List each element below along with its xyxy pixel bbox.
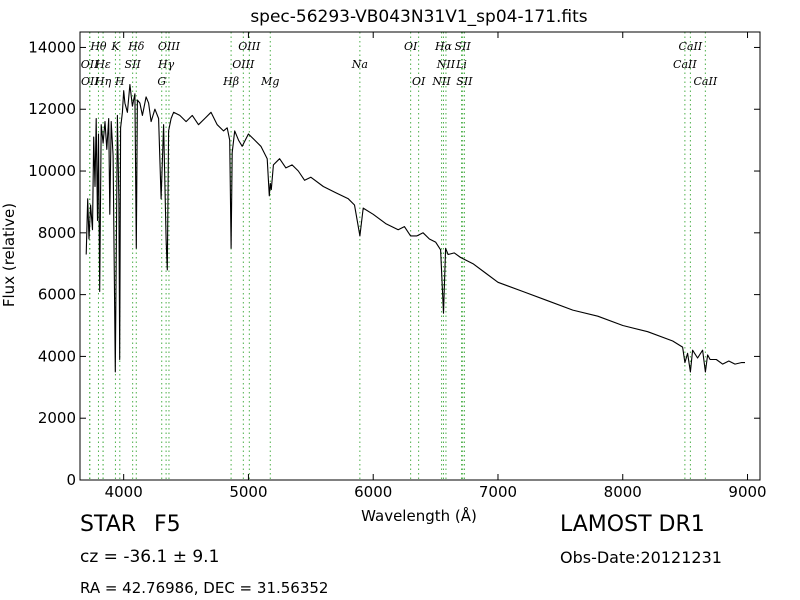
line-marker-label: CaII: [694, 75, 718, 88]
redshift-cz: cz = -36.1 ± 9.1: [80, 547, 220, 567]
line-marker-label: Li: [455, 58, 467, 71]
line-marker-label: SII: [455, 40, 472, 53]
line-marker-label: H: [114, 75, 125, 88]
line-marker-label: Mg: [260, 75, 279, 88]
y-tick-label: 6000: [38, 286, 76, 304]
line-marker-label: OIII: [158, 40, 181, 53]
line-marker-label: CaII: [679, 40, 703, 53]
object-subclass: F5: [154, 512, 181, 537]
y-tick-label: 8000: [38, 224, 76, 242]
y-tick-label: 10000: [28, 162, 76, 180]
spectral-line-markers: [89, 32, 706, 480]
line-marker-label: OII: [81, 58, 99, 71]
x-tick-label: 7000: [479, 483, 517, 501]
line-marker-label: G: [157, 75, 166, 88]
line-marker-label: OII: [81, 75, 99, 88]
line-marker-label: Hγ: [157, 58, 175, 71]
line-marker-label: SII: [125, 58, 142, 71]
line-marker-label: NII: [436, 58, 456, 71]
plot-frame: [79, 31, 761, 481]
x-tick-label: 5000: [229, 483, 267, 501]
x-tick-label: 9000: [728, 483, 766, 501]
y-tick-label: 14000: [28, 38, 76, 56]
line-marker-label: OIII: [232, 58, 255, 71]
object-classification: STAR F5: [80, 512, 181, 537]
y-tick-label: 2000: [38, 409, 76, 427]
observation-date: Obs-Date:20121231: [560, 548, 722, 567]
y-tick-label: 4000: [38, 347, 76, 365]
chart-title: spec-56293-VB043N31V1_sp04-171.fits: [250, 7, 587, 27]
y-tick-label: 0: [66, 471, 76, 489]
x-tick-label: 8000: [604, 483, 642, 501]
x-tick-label: 6000: [354, 483, 392, 501]
line-marker-label: NII: [431, 75, 451, 88]
survey-name: LAMOST DR1: [560, 512, 705, 537]
line-marker-label: OIII: [238, 40, 261, 53]
x-tick-label: 4000: [105, 483, 143, 501]
y-tick-label: 12000: [28, 100, 76, 118]
line-marker-label: Na: [351, 58, 368, 71]
y-axis-label: Flux (relative): [0, 203, 18, 307]
x-axis-label: Wavelength (Å): [361, 506, 477, 525]
y-axis: 0 2000 4000 6000 8000 10000 12000 14000: [28, 38, 760, 489]
line-marker-label: Hα: [434, 40, 453, 53]
line-marker-label: K: [110, 40, 120, 53]
line-marker-label: OI: [412, 75, 426, 88]
line-marker-label: Hε: [94, 58, 111, 71]
line-marker-label: Hδ: [127, 40, 145, 53]
line-marker-label: SII: [456, 75, 473, 88]
line-marker-label: OI: [404, 40, 418, 53]
spectrum-line: [85, 83, 745, 373]
line-marker-label: CaII: [673, 58, 697, 71]
sky-coordinates: RA = 42.76986, DEC = 31.56352: [80, 579, 329, 597]
line-marker-label: Hη: [94, 75, 112, 88]
object-type: STAR: [80, 512, 137, 537]
line-marker-label: Hθ: [89, 40, 107, 53]
x-axis: 4000 5000 6000 7000 8000 9000: [105, 32, 767, 501]
line-marker-label: Hβ: [222, 75, 239, 88]
